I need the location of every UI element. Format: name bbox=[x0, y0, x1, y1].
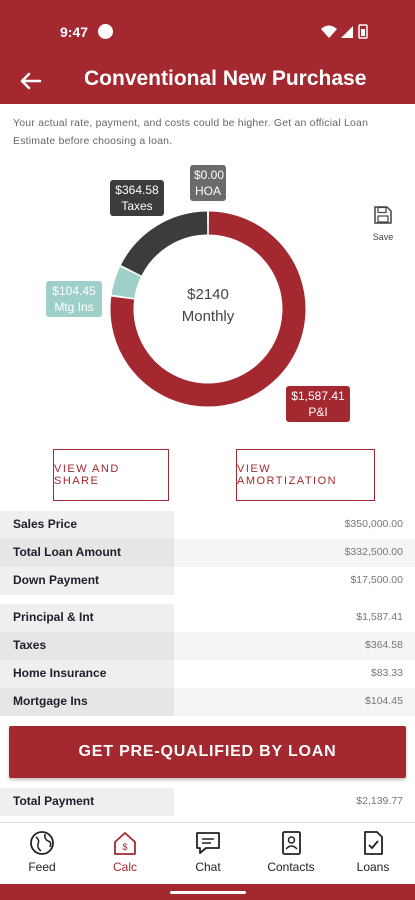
view-amortization-button[interactable]: VIEW AMORTIZATION bbox=[236, 449, 375, 501]
row-value: $350,000.00 bbox=[174, 511, 415, 539]
row-label: Total Payment bbox=[0, 788, 174, 816]
table-row-principal-int: Principal & Int $1,587.41 bbox=[0, 604, 415, 632]
svg-text:$: $ bbox=[122, 842, 127, 852]
callout-mtg-ins-value: $104.45 bbox=[50, 283, 98, 299]
row-value: $2,139.77 bbox=[174, 788, 415, 816]
callout-pi-name: P&I bbox=[290, 404, 346, 420]
nav-item-loans[interactable]: Loans bbox=[332, 829, 414, 883]
table-row-sales-price: Sales Price $350,000.00 bbox=[0, 511, 415, 539]
row-value: $332,500.00 bbox=[174, 539, 415, 567]
notification-app-icon bbox=[98, 24, 113, 39]
table-row-down-payment: Down Payment $17,500.00 bbox=[0, 567, 415, 595]
nav-label-loans: Loans bbox=[332, 860, 414, 874]
disclaimer-text: Your actual rate, payment, and costs cou… bbox=[13, 114, 405, 150]
row-value: $17,500.00 bbox=[174, 567, 415, 595]
gesture-bar bbox=[0, 884, 415, 900]
callout-pi-value: $1,587.41 bbox=[290, 388, 346, 404]
row-label: Sales Price bbox=[0, 511, 174, 539]
view-and-share-button[interactable]: VIEW AND SHARE bbox=[53, 449, 169, 501]
status-indicators bbox=[321, 24, 371, 45]
nav-label-calc: Calc bbox=[84, 860, 166, 874]
bottom-nav: Feed $ Calc Chat Contacts Loans bbox=[0, 822, 415, 884]
chart-center-amount: $2140 bbox=[152, 286, 264, 303]
get-pre-qualified-button[interactable]: GET PRE-QUALIFIED BY LOAN bbox=[9, 726, 406, 778]
payment-breakdown-chart: $2140 Monthly $364.58 Taxes $0.00 HOA $1… bbox=[0, 160, 415, 430]
row-value: $1,587.41 bbox=[174, 604, 415, 632]
chart-center-label: Monthly bbox=[152, 308, 264, 325]
home-gesture-pill[interactable] bbox=[170, 891, 246, 894]
donut-slice-mtg-ins bbox=[123, 272, 131, 297]
save-button[interactable]: Save bbox=[368, 205, 398, 241]
row-value: $83.33 bbox=[174, 660, 415, 688]
nav-item-chat[interactable]: Chat bbox=[167, 829, 249, 883]
callout-mtg-ins: $104.45 Mtg Ins bbox=[46, 281, 102, 317]
cellular-signal-icon bbox=[341, 26, 353, 38]
callout-hoa-value: $0.00 bbox=[194, 167, 222, 183]
chat-icon bbox=[194, 829, 222, 857]
nav-label-feed: Feed bbox=[1, 860, 83, 874]
table-row-taxes: Taxes $364.58 bbox=[0, 632, 415, 660]
nav-item-contacts[interactable]: Contacts bbox=[250, 829, 332, 883]
calculator-home-icon: $ bbox=[111, 829, 139, 857]
table-row-total-loan-amount: Total Loan Amount $332,500.00 bbox=[0, 539, 415, 567]
donut-slice-taxes bbox=[131, 223, 207, 270]
callout-taxes-value: $364.58 bbox=[114, 182, 160, 198]
row-label: Taxes bbox=[0, 632, 174, 660]
row-label: Down Payment bbox=[0, 567, 174, 595]
row-label: Home Insurance bbox=[0, 660, 174, 688]
row-label: Principal & Int bbox=[0, 604, 174, 632]
globe-icon bbox=[28, 829, 56, 857]
status-bar: 9:47 bbox=[0, 0, 415, 58]
callout-mtg-ins-name: Mtg Ins bbox=[50, 299, 98, 315]
battery-icon bbox=[359, 25, 367, 38]
callout-pi: $1,587.41 P&I bbox=[286, 386, 350, 422]
row-label: Total Loan Amount bbox=[0, 539, 174, 567]
save-floppy-icon bbox=[373, 205, 393, 225]
callout-taxes-name: Taxes bbox=[114, 198, 160, 214]
callout-taxes: $364.58 Taxes bbox=[110, 180, 164, 216]
nav-label-contacts: Contacts bbox=[250, 860, 332, 874]
back-arrow-icon bbox=[14, 64, 48, 98]
back-button[interactable] bbox=[14, 64, 48, 98]
callout-hoa: $0.00 HOA bbox=[190, 165, 226, 201]
status-time: 9:47 bbox=[60, 24, 88, 40]
contacts-icon bbox=[277, 829, 305, 857]
wifi-icon bbox=[321, 26, 337, 39]
row-value: $364.58 bbox=[174, 632, 415, 660]
page-title: Conventional New Purchase bbox=[84, 67, 366, 91]
row-value: $104.45 bbox=[174, 688, 415, 716]
callout-hoa-name: HOA bbox=[194, 183, 222, 199]
nav-item-feed[interactable]: Feed bbox=[1, 829, 83, 883]
table-row-total-payment: Total Payment $2,139.77 bbox=[0, 788, 415, 816]
row-label: Mortgage Ins bbox=[0, 688, 174, 716]
nav-label-chat: Chat bbox=[167, 860, 249, 874]
table-row-home-insurance: Home Insurance $83.33 bbox=[0, 660, 415, 688]
nav-item-calc[interactable]: $ Calc bbox=[84, 829, 166, 883]
save-label: Save bbox=[368, 232, 398, 242]
table-row-mortgage-ins: Mortgage Ins $104.45 bbox=[0, 688, 415, 716]
document-check-icon bbox=[359, 829, 387, 857]
app-bar: Conventional New Purchase bbox=[0, 58, 415, 104]
